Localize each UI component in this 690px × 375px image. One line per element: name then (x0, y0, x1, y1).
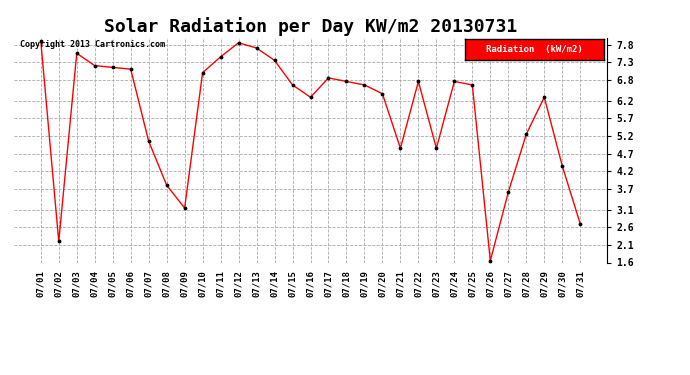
Title: Solar Radiation per Day KW/m2 20130731: Solar Radiation per Day KW/m2 20130731 (104, 17, 517, 36)
Text: Copyright 2013 Cartronics.com: Copyright 2013 Cartronics.com (20, 40, 165, 49)
